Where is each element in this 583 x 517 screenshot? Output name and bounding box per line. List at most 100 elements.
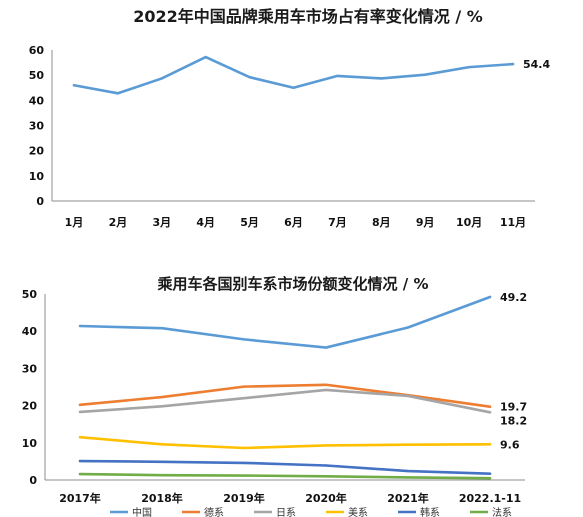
chart1-y-tick-label: 20 — [29, 145, 45, 158]
chart2-data-point — [488, 405, 492, 408]
chart1-x-tick-label: 11月 — [500, 216, 526, 229]
chart1-y-tick-label: 10 — [29, 170, 45, 183]
chart1-y-tick-label: 30 — [29, 120, 45, 133]
chart2-data-point — [324, 475, 328, 478]
chart2-series-line-法系 — [78, 472, 492, 480]
legend-label-美系: 美系 — [348, 506, 368, 517]
chart1-data-point — [511, 62, 515, 66]
legend-label-德系: 德系 — [204, 506, 224, 517]
chart1-data-point — [116, 92, 120, 95]
chart2-data-point — [160, 327, 164, 330]
chart2-data-point — [160, 460, 164, 463]
chart2-series-line-中国 — [78, 295, 492, 349]
chart2-data-point — [324, 383, 328, 386]
chart2-data-point — [242, 338, 246, 341]
chart2-series-line-美系 — [78, 435, 492, 450]
chart2-end-label: 19.7 — [500, 401, 527, 414]
chart2-data-point — [78, 436, 82, 439]
chart1-data-point — [380, 77, 383, 80]
chart2-data-point — [78, 324, 82, 328]
chart2-data-point — [78, 403, 82, 407]
chart2-legend: 中国 德系 日系 美系 韩系 法系 — [110, 506, 512, 517]
chart1-labels: 54.4 — [523, 58, 550, 71]
chart2-data-point — [160, 395, 164, 399]
chart2-data-point — [488, 411, 492, 414]
chart1-x-tick-label: 6月 — [284, 216, 303, 229]
chart1-axes: 0 10 20 30 40 50 60 1月 2月 3月 4月 5月 6月 7月 8月 9月 10月 11月 — [29, 44, 535, 229]
chart2-x-tick-label: 2021年 — [387, 491, 429, 505]
chart1-x-tick-label: 7月 — [328, 216, 347, 229]
chart2-data-point — [160, 405, 164, 408]
chart1-data-point — [467, 65, 471, 69]
chart1-x-tick-label: 2月 — [109, 216, 128, 229]
chart1-data-point — [292, 86, 295, 89]
chart1-x-tick-label: 4月 — [196, 216, 215, 229]
chart2-title: 乘用车各国别车系市场份额变化情况 / % — [157, 275, 429, 293]
chart1-end-label: 54.4 — [523, 58, 550, 71]
chart1: 2022年中国品牌乘用车市场占有率变化情况 / % 0 10 20 30 40 50 60 1… — [29, 7, 551, 229]
chart1-data-point — [160, 77, 163, 80]
legend-label-韩系: 韩系 — [420, 506, 440, 517]
chart1-x-tick-label: 10月 — [456, 216, 482, 229]
chart2-x-tick-label: 2019年 — [223, 491, 265, 505]
chart2-y-tick-label: 50 — [22, 288, 38, 301]
chart2-data-point — [324, 346, 328, 349]
chart2-y-tick-label: 10 — [22, 437, 38, 450]
legend-label-法系: 法系 — [492, 506, 512, 517]
chart1-title: 2022年中国品牌乘用车市场占有率变化情况 / % — [133, 7, 483, 26]
chart1-data-point — [336, 74, 339, 78]
chart2-data-point — [406, 476, 410, 479]
chart2-y-tick-label: 20 — [22, 400, 38, 413]
chart1-y-tick-label: 0 — [36, 195, 44, 208]
chart1-data-point — [204, 55, 207, 59]
chart1-data-point — [424, 73, 427, 76]
chart2-y-tick-label: 40 — [22, 325, 38, 338]
legend-label-日系: 日系 — [276, 507, 296, 517]
chart2-x-tick-label: 2020年 — [305, 491, 347, 505]
chart2-data-point — [160, 473, 164, 477]
chart2-x-tick-label: 2018年 — [141, 491, 183, 505]
chart2: 乘用车各国别车系市场份额变化情况 / % 0 10 20 30 40 50 2017年 201… — [22, 275, 527, 517]
chart2-series-line-德系 — [78, 383, 492, 409]
chart2-x-tick-label: 2017年 — [59, 491, 101, 505]
chart1-data-point — [248, 75, 251, 79]
chart2-end-label: 9.6 — [500, 438, 520, 451]
chart1-x-tick-label: 5月 — [240, 216, 259, 229]
chart2-axes: 0 10 20 30 40 50 2017年 2018年 2019年 2020年 2021年 2022… — [22, 288, 525, 505]
chart2-labels: 49.2 19.718.2 9.6 — [500, 291, 527, 451]
chart2-series — [78, 295, 492, 480]
chart2-data-point — [406, 443, 410, 446]
chart1-x-tick-label: 1月 — [65, 216, 84, 229]
chart2-series-line-日系 — [78, 388, 492, 414]
chart2-data-point — [488, 295, 492, 299]
chart1-series — [72, 55, 515, 95]
chart2-data-point — [78, 472, 82, 476]
chart2-end-label: 18.2 — [500, 414, 527, 427]
chart2-data-point — [242, 461, 246, 465]
chart1-x-tick-label: 8月 — [372, 216, 391, 229]
chart1-y-tick-label: 60 — [29, 44, 45, 57]
chart1-x-tick-label: 9月 — [416, 216, 435, 229]
chart2-data-point — [242, 385, 246, 388]
chart2-y-tick-label: 30 — [22, 362, 38, 375]
chart2-data-point — [406, 326, 410, 329]
chart2-data-point — [242, 446, 246, 450]
chart2-data-point — [160, 443, 164, 446]
chart2-data-point — [488, 443, 492, 446]
chart1-y-tick-label: 40 — [29, 94, 45, 107]
chart2-x-tick-label: 2022.1-11 — [459, 492, 521, 505]
chart2-end-label: 49.2 — [500, 291, 527, 304]
chart2-data-point — [406, 394, 410, 398]
chart2-data-point — [242, 396, 246, 400]
chart2-data-point — [488, 472, 492, 475]
chart2-data-point — [78, 410, 82, 414]
chart2-y-tick-label: 0 — [29, 474, 37, 487]
legend-label-中国: 中国 — [132, 506, 152, 517]
chart2-series-line-韩系 — [78, 459, 492, 475]
chart1-data-point — [72, 84, 76, 87]
chart2-data-point — [488, 476, 492, 480]
chart2-data-point — [324, 388, 328, 392]
chart2-data-point — [324, 444, 328, 447]
chart2-data-point — [324, 464, 328, 467]
